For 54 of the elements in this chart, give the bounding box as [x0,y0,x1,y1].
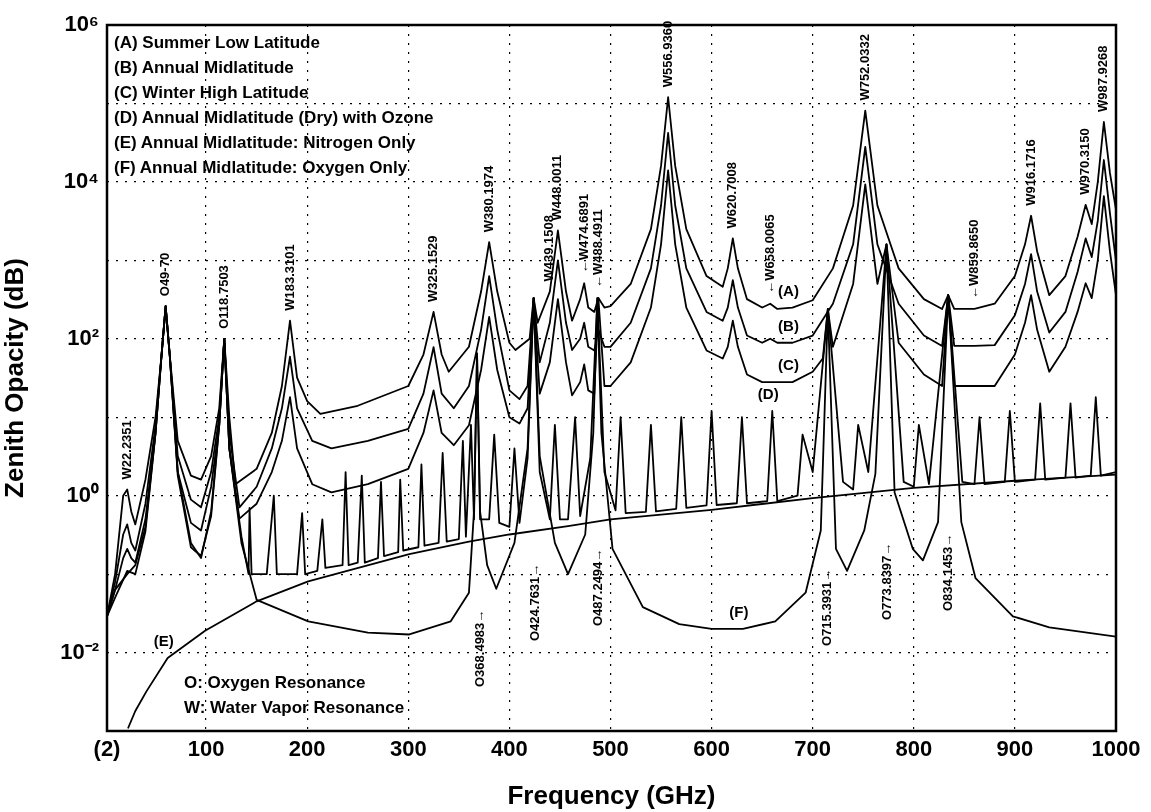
annotation: W987.9268 [1095,45,1111,112]
annotation: W916.1716 [1022,139,1038,206]
y-tick-label: 10⁻² [60,638,99,664]
x-tick-label: 700 [794,736,832,762]
annotation: (E) [153,632,174,650]
annotation: (B) Annual Midlatitude [114,57,295,79]
annotation: (D) Annual Midlatitude (Dry) with Ozone [114,107,434,129]
annotation: ←W488.4911 [589,209,605,289]
annotation: W325.1529 [425,235,441,302]
y-axis-title: Zenith Opacity (dB) [0,258,29,498]
annotation: W380.1974 [480,164,496,233]
annotation: ←W859.8650 [966,219,982,299]
annotation: (F) Annual Midlatitude: Oxygen Only [114,157,409,179]
x-tick-label: 400 [491,736,528,762]
x-tick-label: 300 [389,736,427,762]
annotation: ←W658.0065 [761,214,777,294]
x-tick-label: 100 [187,736,225,762]
y-tick-label: 10⁶ [64,11,99,37]
x-tick-label: 1000 [1091,736,1141,762]
annotation: O487.2494→ [590,548,605,626]
x-axis-title: Frequency (GHz) [507,779,716,810]
annotation: O424.7631→ [527,563,542,641]
annotation: (B) [778,316,799,334]
annotation: O: Oxygen Resonance [184,672,367,694]
x-tick-label: 800 [895,736,933,762]
annotation: (E) Annual Midlatitude: Nitrogen Only [114,132,417,154]
y-tick-label: 10⁴ [63,167,99,193]
x-tick-label: 600 [693,736,730,762]
annotation: O368.4983→ [472,609,487,687]
annotation: (D) [757,385,779,403]
x-tick-label: (2) [93,736,121,762]
annotation: O834.1453→ [940,533,955,611]
x-tick-label: 900 [996,736,1034,762]
annotation: (C) Winter High Latitude [114,82,310,104]
annotation: W183.3101 [281,244,297,311]
annotation: O773.8397→ [879,542,894,620]
annotation: (A) [778,281,799,299]
annotation: O118.7503 [215,265,231,329]
annotation: W556.9360 [659,20,675,88]
y-tick-label: 10² [67,324,99,350]
annotation: ←W474.6891 [575,193,591,274]
annotation: (C) [778,356,799,374]
annotation: W620.7008 [724,161,740,229]
x-tick-label: 200 [288,736,326,762]
annotation: O715.3931→ [819,568,834,646]
annotation: W22.2351 [118,420,134,480]
annotation: W: Water Vapor Resonance [184,697,405,719]
y-tick-label: 10⁰ [66,481,99,507]
annotation: (F) [729,603,749,621]
annotation: O49-70 [157,252,173,297]
x-tick-label: 500 [592,736,629,762]
annotation: W970.3150 [1077,128,1093,195]
annotation: (A) Summer Low Latitude [114,32,321,54]
annotation: W752.0332 [856,34,872,101]
